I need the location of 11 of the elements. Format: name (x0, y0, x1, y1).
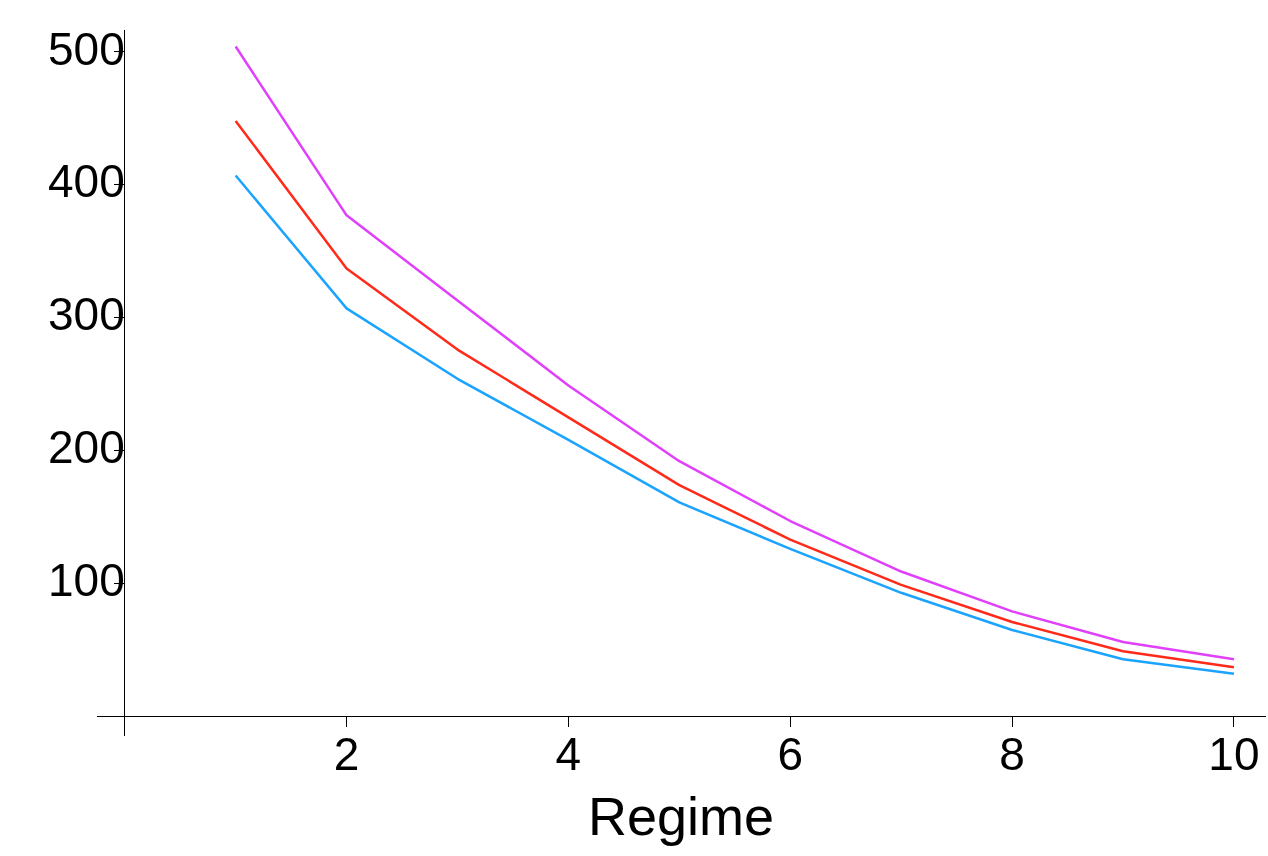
x-tick-label: 6 (777, 727, 804, 780)
x-axis-title: Regime (587, 785, 775, 846)
y-tick-label: 200 (47, 421, 125, 474)
y-tick-label: 300 (47, 288, 125, 341)
y-tick-label: 100 (47, 554, 125, 607)
y-tick-label: 500 (47, 22, 125, 75)
x-tick-label: 4 (555, 727, 582, 780)
x-tick-label: 10 (1208, 727, 1260, 780)
x-tick-label: 8 (999, 727, 1025, 780)
y-tick-label: 400 (47, 155, 125, 208)
x-tick-label: 2 (333, 727, 360, 780)
